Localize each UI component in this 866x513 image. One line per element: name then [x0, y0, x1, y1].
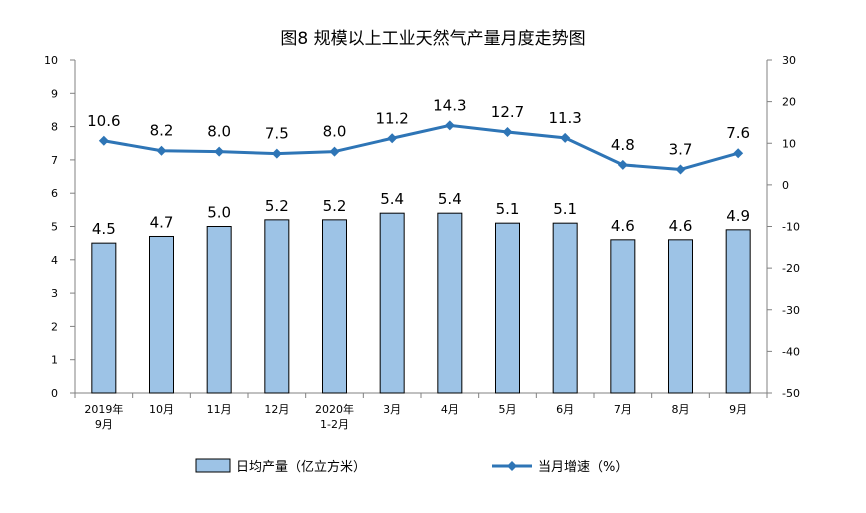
bar — [322, 219, 347, 394]
left-tick-label: 5 — [51, 221, 58, 234]
right-tick-label: -50 — [782, 387, 800, 400]
x-tick-label: 7月 — [614, 403, 632, 416]
line-marker — [214, 146, 225, 157]
line-marker — [733, 148, 744, 159]
line-data-label: 11.3 — [548, 109, 581, 127]
bar — [552, 222, 578, 394]
left-tick-label: 2 — [51, 320, 58, 333]
bar-data-label: 4.5 — [92, 220, 116, 238]
x-tick-label: 9月 — [729, 403, 747, 416]
line-data-label: 7.6 — [726, 124, 750, 142]
right-tick-label: -10 — [782, 221, 800, 234]
line-marker — [156, 145, 167, 156]
right-tick-label: -40 — [782, 345, 800, 358]
left-tick-label: 4 — [51, 254, 58, 267]
line-data-label: 7.5 — [265, 125, 289, 143]
line-data-label: 14.3 — [433, 96, 466, 114]
bar-data-label: 4.6 — [669, 217, 693, 235]
line-marker — [675, 164, 686, 175]
left-tick-label: 8 — [51, 121, 58, 134]
right-tick-label: -20 — [782, 262, 800, 275]
line-marker — [98, 135, 109, 146]
line-marker — [560, 132, 571, 143]
x-tick-label: 5月 — [499, 403, 517, 416]
x-tick-label: 6月 — [556, 403, 574, 416]
legend-line-label: 当月增速（%） — [538, 460, 628, 475]
bar — [725, 229, 751, 394]
line-data-label: 8.2 — [150, 122, 174, 140]
line-marker — [617, 159, 628, 170]
bar — [379, 212, 405, 394]
bar — [264, 219, 290, 394]
bar-data-label: 5.2 — [265, 197, 289, 215]
bar-data-label: 5.1 — [496, 200, 520, 218]
line-marker — [271, 148, 282, 159]
bar-data-label: 5.0 — [207, 204, 231, 222]
line-data-label: 3.7 — [669, 140, 693, 158]
bar-data-label: 4.9 — [726, 207, 750, 225]
line-data-label: 12.7 — [491, 103, 524, 121]
legend-line-marker — [507, 461, 517, 471]
x-tick-label: 4月 — [441, 403, 459, 416]
line-data-label: 10.6 — [87, 112, 120, 130]
line-data-label: 4.8 — [611, 136, 635, 154]
bar-data-label: 5.4 — [380, 190, 404, 208]
growth-line — [103, 123, 739, 171]
line-data-label: 8.0 — [323, 123, 347, 141]
line-marker — [329, 146, 340, 157]
x-tick-label: 11月 — [207, 403, 232, 416]
bar — [495, 222, 520, 394]
right-tick-label: -30 — [782, 304, 800, 317]
bar-data-label: 4.6 — [611, 217, 635, 235]
x-tick-label: 2020年 1-2月 — [315, 402, 354, 431]
left-tick-label: 1 — [51, 354, 58, 367]
right-tick-label: 0 — [782, 179, 789, 192]
left-tick-label: 6 — [51, 187, 58, 200]
right-tick-label: 30 — [782, 54, 796, 67]
bar — [206, 226, 232, 394]
right-tick-label: 10 — [782, 137, 796, 150]
left-tick-label: 10 — [44, 54, 58, 67]
bar-data-label: 4.7 — [150, 213, 174, 231]
bar — [668, 239, 693, 394]
bar — [610, 239, 636, 394]
line-marker — [444, 120, 455, 131]
x-tick-label: 10月 — [149, 403, 174, 416]
legend-bar-swatch — [195, 458, 231, 473]
right-tick-label: 20 — [782, 96, 796, 109]
bar — [149, 235, 174, 394]
left-tick-label: 0 — [51, 387, 58, 400]
line-data-label: 8.0 — [207, 123, 231, 141]
x-tick-label: 3月 — [383, 403, 401, 416]
x-tick-label: 8月 — [672, 403, 690, 416]
plot-area: 0 1 2 3 4 5 6 7 8 9 10 -50 -40 -30 -20 -10 0 10 20 30 2019年 9… — [44, 54, 800, 431]
bar-data-label: 5.2 — [323, 197, 347, 215]
chart-title: 图8 规模以上工业天然气产量月度走势图 — [280, 29, 585, 49]
left-tick-label: 3 — [51, 287, 58, 300]
bar-data-label: 5.1 — [553, 200, 577, 218]
bar-data-label: 5.4 — [438, 190, 462, 208]
bar — [437, 212, 463, 394]
left-tick-label: 9 — [51, 87, 58, 100]
legend: 日均产量（亿立方米） 当月增速（%） — [195, 458, 628, 475]
line-data-label: 11.2 — [375, 109, 408, 127]
line-marker — [387, 133, 398, 144]
bar — [91, 242, 117, 394]
line-marker — [502, 127, 513, 138]
legend-bar-label: 日均产量（亿立方米） — [236, 459, 366, 475]
x-tick-label: 12月 — [264, 403, 289, 416]
left-tick-label: 7 — [51, 154, 58, 167]
x-tick-label: 2019年 9月 — [84, 402, 123, 431]
